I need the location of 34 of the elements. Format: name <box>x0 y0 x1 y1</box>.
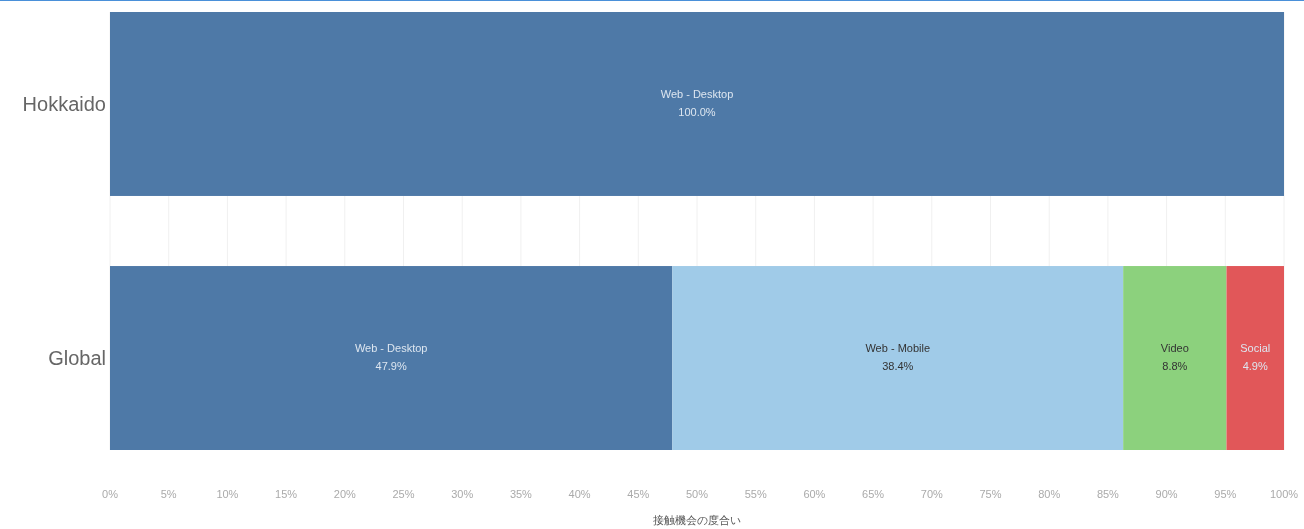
x-tick-label: 50% <box>685 488 709 500</box>
x-tick-label: 30% <box>451 488 474 500</box>
x-tick-label: 20% <box>333 488 357 500</box>
y-tick-label: Global <box>48 347 106 370</box>
x-tick-label: 60% <box>803 488 826 500</box>
series-label: Video <box>1160 342 1189 355</box>
x-tick-label: 65% <box>862 488 885 500</box>
x-tick-label: 75% <box>979 488 1002 500</box>
y-tick-label: Hokkaido <box>22 92 106 115</box>
x-tick-label: 95% <box>1214 488 1237 500</box>
x-tick-label: 90% <box>1155 488 1178 500</box>
x-tick-label: 40% <box>568 488 591 500</box>
text: Web - Desktop <box>660 87 734 100</box>
data-label: 4.9% <box>1242 360 1268 373</box>
x-tick-label: 100% <box>1269 488 1299 500</box>
x-tick-label: 80% <box>1038 488 1061 500</box>
x-tick-label: 15% <box>275 488 298 500</box>
x-tick-label: 0% <box>102 488 119 500</box>
data-label: 47.9% <box>375 360 407 373</box>
x-tick-label: 55% <box>744 488 767 500</box>
x-tick-label: 5% <box>160 488 177 500</box>
data-label: 38.4% <box>882 360 914 373</box>
x-axis-title: 接触機会の度合い <box>653 514 741 526</box>
series-label: Social <box>1240 342 1271 355</box>
data-label: 8.8% <box>1162 360 1188 373</box>
x-tick-label: 35% <box>509 488 533 500</box>
x-tick-label: 70% <box>920 488 944 500</box>
x-tick-label: 85% <box>1096 488 1120 500</box>
x-tick-label: 10% <box>216 488 239 500</box>
series-label: Web - Desktop <box>354 342 428 355</box>
data-label: 100.0% <box>678 105 716 118</box>
x-tick-label: 45% <box>627 488 650 500</box>
series-label: Web - Mobile <box>865 342 931 355</box>
x-tick-label: 25% <box>392 488 415 500</box>
